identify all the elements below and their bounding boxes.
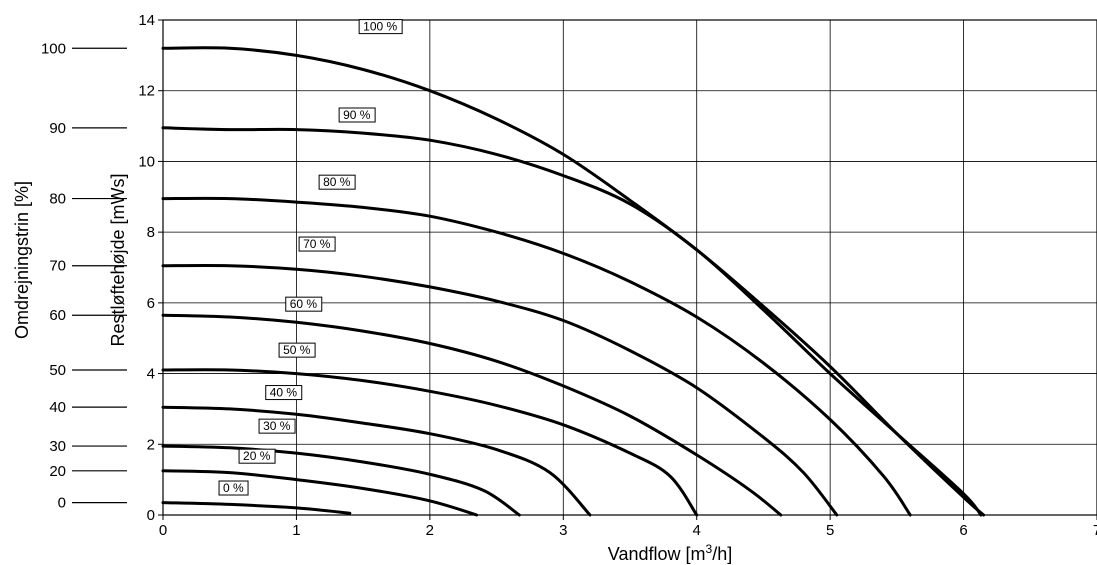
curve-0-percent	[161, 501, 352, 515]
y-tick-label-1: 2	[147, 436, 155, 453]
curve-label-box-7	[258, 418, 296, 434]
curve-label-box-8	[238, 448, 276, 464]
speed-label-2: 80	[49, 191, 66, 208]
x-axis-label: Vandflow [m3/h]	[608, 542, 732, 564]
curve-70-percent	[161, 263, 839, 517]
x-axis-label-superscript: 3	[706, 542, 713, 556]
curve-40-percent	[161, 405, 592, 517]
y-tick-label-0: 0	[147, 507, 155, 524]
speed-label-6: 40	[49, 399, 66, 416]
curve-label-0: 100 %	[363, 20, 397, 34]
y-tick-label-7: 14	[138, 12, 155, 29]
speed-label-9: 0	[58, 495, 66, 512]
y-ticks: 0 2 4 6 8 10 12 14	[138, 12, 163, 524]
x-tick-label-1: 1	[292, 522, 300, 539]
x-ticks: 0 1 2 3 4 5 6 7	[159, 515, 1097, 539]
curve-30-percent	[161, 444, 521, 517]
y-axis-label: Restløftehøjde [mWs]	[108, 173, 128, 346]
curve-80-percent	[161, 196, 912, 517]
x-tick-label-0: 0	[159, 522, 167, 539]
curve-label-box-2	[318, 174, 356, 190]
y-tick-label-3: 6	[147, 295, 155, 312]
x-tick-label-4: 4	[693, 522, 701, 539]
plot-frame	[162, 19, 1097, 516]
curve-label-box-5	[278, 342, 316, 358]
y-tick-label-4: 8	[147, 224, 155, 241]
curve-label-2: 80 %	[323, 175, 351, 189]
speed-label-8: 20	[49, 463, 66, 480]
speed-label-3: 70	[49, 258, 66, 275]
curve-label-8: 20 %	[243, 449, 271, 463]
curve-50-percent	[161, 368, 699, 517]
x-tick-label-3: 3	[559, 522, 567, 539]
curve-label-6: 40 %	[270, 386, 298, 400]
curve-label-5: 50 %	[283, 343, 311, 357]
curve-label-box-3	[298, 236, 336, 252]
speed-scale: 100 90 80 70 60 50 40 30 20 0	[41, 40, 127, 512]
x-tick-label-6: 6	[959, 522, 967, 539]
y2-axis-label: Omdrejningstrin [%]	[12, 181, 32, 339]
curve-label-box-6	[265, 385, 303, 401]
curve-label-box-9	[218, 480, 249, 496]
curve-20-percent	[161, 469, 479, 517]
x-tick-label-5: 5	[826, 522, 834, 539]
curves	[161, 46, 986, 517]
speed-label-4: 60	[49, 307, 66, 324]
curve-label-3: 70 %	[303, 237, 331, 251]
curve-label-box-1	[338, 107, 376, 123]
y-tick-label-6: 12	[138, 83, 155, 100]
curve-label-1: 90 %	[343, 108, 371, 122]
grid-lines	[163, 20, 1097, 515]
speed-label-7: 30	[49, 438, 66, 455]
curve-labels: 100 % 90 % 80 % 70 % 60 % 50 % 40 % 30 % 20 % 0 %	[218, 19, 403, 496]
x-tick-label-2: 2	[426, 522, 434, 539]
x-tick-label-7: 7	[1093, 522, 1097, 539]
curve-60-percent	[161, 313, 783, 517]
y-tick-label-2: 4	[147, 366, 155, 383]
curve-label-4: 60 %	[290, 297, 318, 311]
curve-label-7: 30 %	[263, 419, 291, 433]
speed-label-0: 100	[41, 40, 66, 57]
curve-label-box-0	[358, 19, 403, 35]
curve-100-percent	[161, 46, 986, 517]
speed-label-5: 50	[49, 362, 66, 379]
speed-label-1: 90	[49, 120, 66, 137]
curve-label-9: 0 %	[223, 481, 244, 495]
curve-label-box-4	[285, 296, 323, 312]
y-tick-label-5: 10	[138, 153, 155, 170]
curve-90-percent	[161, 126, 983, 517]
